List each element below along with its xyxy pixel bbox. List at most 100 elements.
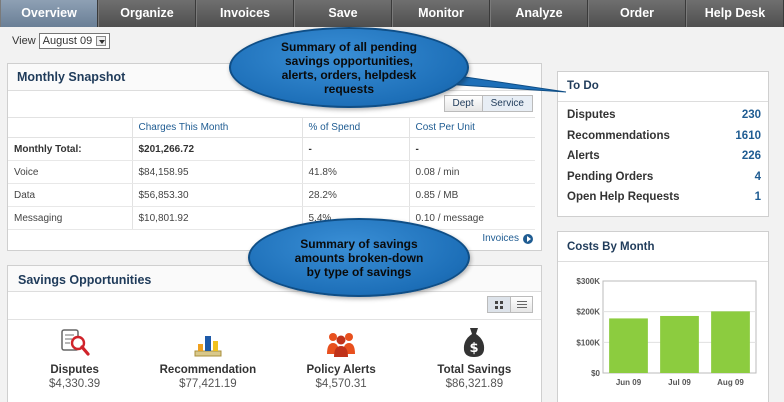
todo-item-count[interactable]: 226 — [741, 150, 761, 162]
table-cell: 41.8% — [302, 160, 410, 184]
savings-item-total-savings[interactable]: $ Total Savings $86,321.89 — [408, 324, 541, 390]
callout-line: alerts, orders, helpdesk — [281, 67, 417, 82]
table-cell: - — [302, 137, 410, 161]
callout-bubble-todo: Summary of all pending savings opportuni… — [229, 27, 469, 108]
todo-item-count[interactable]: 1 — [754, 191, 761, 203]
month-select[interactable]: August 09 — [38, 33, 111, 49]
column-header[interactable]: Charges This Month — [132, 117, 303, 138]
table-cell: Data — [8, 183, 133, 207]
table-cell: - — [409, 137, 535, 161]
disputes-icon — [8, 324, 141, 358]
todo-item-count[interactable]: 1610 — [735, 129, 761, 142]
costs-bar-chart: $0 $100K $200K $300K Jun 09 Jul 09 Aug 09 — [576, 277, 757, 387]
main-nav: Overview Organize Invoices Save Monitor … — [0, 0, 784, 27]
table-cell: Monthly Total: — [8, 137, 133, 161]
nav-organize[interactable]: Organize — [98, 0, 196, 27]
y-tick-label: $100K — [576, 338, 600, 347]
recommendation-icon — [141, 324, 274, 358]
nav-order[interactable]: Order — [588, 0, 686, 27]
todo-item-label: Recommendations — [567, 129, 670, 142]
view-mode-toggle — [487, 296, 533, 313]
table-cell: $201,266.72 — [132, 137, 303, 161]
column-header[interactable]: Cost Per Unit — [409, 117, 535, 138]
todo-title: To Do — [567, 80, 599, 92]
table-cell: 0.85 / MB — [409, 183, 535, 207]
savings-item-recommendation[interactable]: Recommendation $77,421.19 — [141, 324, 274, 390]
snapshot-title: Monthly Snapshot — [17, 70, 126, 84]
chart-bar-jun-09[interactable] — [609, 318, 648, 373]
nav-save[interactable]: Save — [294, 0, 392, 27]
nav-overview[interactable]: Overview — [0, 0, 98, 27]
list-view-button[interactable] — [510, 297, 532, 312]
callout-line: Summary of savings — [300, 236, 418, 251]
callout-line: savings opportunities, — [284, 53, 413, 68]
savings-item-value: $4,330.39 — [49, 378, 101, 390]
column-header — [8, 117, 133, 138]
todo-item-open-help-requests[interactable]: Open Help Requests 1 — [567, 191, 761, 212]
table-row: Data $56,853.30 28.2% 0.85 / MB — [8, 183, 535, 207]
callout-line: requests — [323, 81, 375, 96]
invoices-link[interactable]: Invoices — [482, 233, 533, 244]
savings-item-label: Disputes — [50, 364, 99, 376]
savings-item-value: $77,421.19 — [179, 378, 237, 390]
list-icon — [517, 301, 527, 309]
arrow-right-icon — [523, 233, 533, 244]
view-label: View — [12, 35, 36, 47]
savings-item-label: Policy Alerts — [306, 364, 376, 376]
column-header[interactable]: % of Spend — [302, 117, 410, 138]
savings-item-label: Recommendation — [159, 364, 257, 376]
grid-view-button[interactable] — [488, 297, 510, 312]
todo-item-alerts[interactable]: Alerts 226 — [567, 150, 761, 171]
todo-list: Disputes 230 Recommendations 1610 Alerts… — [567, 109, 761, 212]
policy-alerts-icon — [275, 324, 408, 358]
x-tick-label: Jun 09 — [616, 378, 642, 387]
savings-opportunities-panel: Savings Opportunities Disputes $4,330.39 — [7, 265, 542, 402]
table-cell: Voice — [8, 160, 133, 184]
divider — [558, 261, 768, 262]
table-cell: 0.10 / message — [409, 206, 535, 230]
divider — [8, 319, 541, 320]
savings-title: Savings Opportunities — [18, 273, 152, 287]
savings-item-disputes[interactable]: Disputes $4,330.39 — [8, 324, 141, 390]
nav-analyze[interactable]: Analyze — [490, 0, 588, 27]
chevron-down-icon — [96, 36, 107, 46]
todo-item-label: Disputes — [567, 109, 616, 121]
savings-item-value: $4,570.31 — [315, 378, 367, 390]
callout-bubble-savings: Summary of savings amounts broken-down b… — [248, 218, 470, 297]
chart-bar-aug-09[interactable] — [711, 311, 750, 373]
savings-item-value: $86,321.89 — [445, 378, 504, 390]
snapshot-table: Charges This Month % of Spend Cost Per U… — [8, 117, 535, 230]
money-bag-icon: $ — [408, 324, 541, 358]
grid-icon — [495, 301, 503, 309]
table-cell: Messaging — [8, 206, 133, 230]
todo-item-label: Open Help Requests — [567, 191, 680, 203]
toggle-service[interactable]: Service — [481, 96, 532, 111]
savings-item-label: Total Savings — [437, 364, 512, 376]
nav-monitor[interactable]: Monitor — [392, 0, 490, 27]
toggle-dept[interactable]: Dept — [444, 96, 482, 111]
nav-invoices[interactable]: Invoices — [196, 0, 294, 27]
table-cell: $56,853.30 — [132, 183, 303, 207]
table-cell: $10,801.92 — [132, 206, 303, 230]
svg-text:$: $ — [470, 341, 479, 356]
table-cell: 0.08 / min — [409, 160, 535, 184]
todo-panel: To Do Disputes 230 Recommendations 1610 … — [557, 71, 769, 217]
todo-item-pending-orders[interactable]: Pending Orders 4 — [567, 171, 761, 192]
month-select-value: August 09 — [42, 35, 93, 47]
table-row: Voice $84,158.95 41.8% 0.08 / min — [8, 160, 535, 184]
callout-line: Summary of all pending — [280, 39, 418, 54]
table-header-row: Charges This Month % of Spend Cost Per U… — [8, 117, 535, 138]
y-tick-label: $0 — [591, 369, 600, 378]
todo-item-count[interactable]: 230 — [741, 109, 761, 121]
costs-by-month-panel: Costs By Month $0 $100K $200K $300K Jun 09 Ju… — [557, 231, 769, 402]
chart-bar-jul-09[interactable] — [660, 315, 699, 373]
savings-item-policy-alerts[interactable]: Policy Alerts $4,570.31 — [275, 324, 408, 390]
todo-item-label: Pending Orders — [567, 170, 654, 183]
todo-item-disputes[interactable]: Disputes 230 — [567, 109, 761, 130]
view-row: View August 09 — [12, 33, 111, 49]
todo-item-count[interactable]: 4 — [754, 170, 761, 183]
table-cell: 28.2% — [302, 183, 410, 207]
table-row: Monthly Total: $201,266.72 - - — [8, 137, 535, 161]
x-tick-label: Jul 09 — [668, 378, 691, 387]
todo-item-recommendations[interactable]: Recommendations 1610 — [567, 130, 761, 151]
